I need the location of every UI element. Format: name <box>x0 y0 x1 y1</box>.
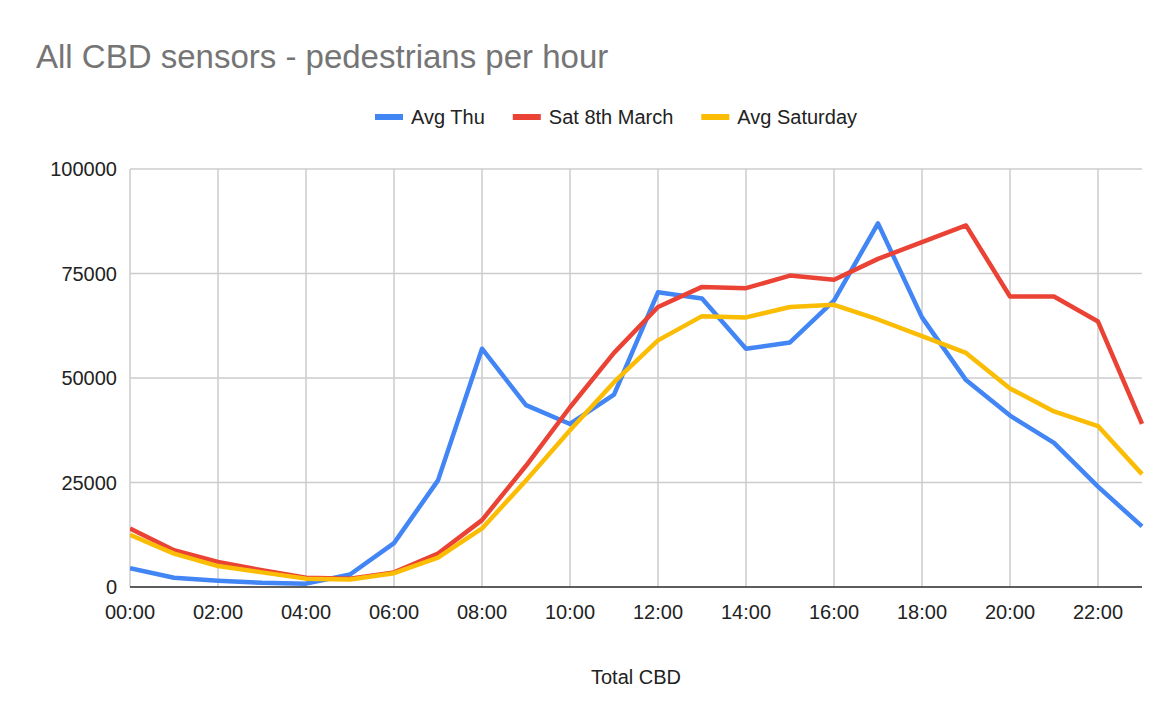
y-tick-label: 0 <box>106 576 117 598</box>
series-line <box>130 223 1142 583</box>
x-axis-title: Total CBD <box>591 666 681 688</box>
y-tick-label: 100000 <box>50 158 117 180</box>
series-line <box>130 225 1142 578</box>
legend-item: Sat 8th March <box>513 106 674 128</box>
series-lines <box>130 223 1142 583</box>
legend-label: Avg Thu <box>411 106 485 128</box>
chart-container: All CBD sensors - pedestrians per hour02… <box>0 0 1176 720</box>
x-grid-line <box>217 169 219 587</box>
x-tick-label: 14:00 <box>721 601 771 623</box>
y-tick-label: 75000 <box>61 263 117 285</box>
x-tick-label: 22:00 <box>1073 601 1123 623</box>
x-tick-label: 08:00 <box>457 601 507 623</box>
x-grid-line <box>305 169 307 587</box>
legend-item: Avg Saturday <box>701 106 857 128</box>
x-tick-label: 00:00 <box>105 601 155 623</box>
legend-label: Sat 8th March <box>549 106 674 128</box>
legend-swatch <box>513 114 541 120</box>
x-tick-label: 02:00 <box>193 601 243 623</box>
x-axis-line <box>130 586 1142 588</box>
x-tick-label: 06:00 <box>369 601 419 623</box>
legend: Avg Thu Sat 8th March Avg Saturday <box>375 106 857 128</box>
x-grid-line <box>393 169 395 587</box>
x-tick-label: 18:00 <box>897 601 947 623</box>
x-tick-label: 12:00 <box>633 601 683 623</box>
series-line <box>130 305 1142 580</box>
legend-item: Avg Thu <box>375 106 485 128</box>
y-grid-line <box>130 168 1142 170</box>
x-tick-label: 04:00 <box>281 601 331 623</box>
x-grid-line <box>481 169 483 587</box>
legend-swatch <box>701 114 729 120</box>
chart-title: All CBD sensors - pedestrians per hour <box>36 38 608 75</box>
x-grid-line <box>657 169 659 587</box>
y-grid-line <box>130 273 1142 275</box>
grid <box>130 169 1142 587</box>
x-grid-line <box>129 169 131 587</box>
legend-label: Avg Saturday <box>737 106 857 128</box>
x-tick-label: 20:00 <box>985 601 1035 623</box>
chart-svg: All CBD sensors - pedestrians per hour02… <box>0 0 1176 720</box>
y-grid-line <box>130 377 1142 379</box>
y-tick-label: 50000 <box>61 367 117 389</box>
x-grid-line <box>921 169 923 587</box>
x-tick-label: 10:00 <box>545 601 595 623</box>
x-grid-line <box>1097 169 1099 587</box>
y-tick-label: 25000 <box>61 472 117 494</box>
x-grid-line <box>745 169 747 587</box>
x-tick-label: 16:00 <box>809 601 859 623</box>
y-grid-line <box>130 586 1142 588</box>
y-grid-line <box>130 482 1142 484</box>
x-grid-line <box>1009 169 1011 587</box>
legend-swatch <box>375 114 403 120</box>
x-grid-line <box>833 169 835 587</box>
x-grid-line <box>569 169 571 587</box>
